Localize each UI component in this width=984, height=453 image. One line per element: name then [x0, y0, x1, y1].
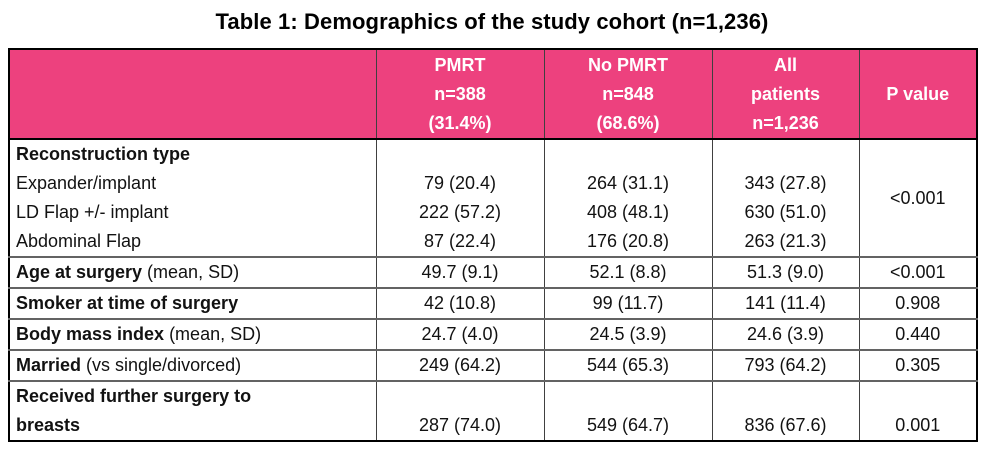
spacer: [377, 141, 543, 169]
cell-reconstruction-labels: Reconstruction type Expander/implant LD …: [8, 138, 377, 258]
value: 87 (22.4): [423, 231, 497, 251]
cell-p-value: 0.305: [858, 349, 978, 382]
cell-no-pmrt: 544 (65.3): [543, 349, 713, 382]
value: 222 (57.2): [418, 202, 502, 222]
col-header-line: No PMRT: [588, 54, 668, 75]
spacer: [545, 141, 711, 169]
cell-reconstruction-no-pmrt: 264 (31.1) 408 (48.1) 176 (20.8): [543, 138, 713, 258]
value: 287 (74.0): [418, 415, 502, 435]
header-row: PMRT n=388 (31.4%) No PMRT n=848 (68.6%)…: [8, 48, 978, 140]
cell-pmrt: 42 (10.8): [375, 287, 545, 320]
row-smoker: Smoker at time of surgery 42 (10.8) 99 (…: [8, 287, 978, 320]
col-header-p-value: P value: [858, 48, 978, 140]
cell-all: 836 (67.6): [711, 380, 860, 442]
demographics-table: PMRT n=388 (31.4%) No PMRT n=848 (68.6%)…: [8, 48, 978, 442]
cell-row-label: Married (vs single/divorced): [8, 349, 377, 382]
value: 79 (20.4): [423, 173, 497, 193]
row-label-bold: Age at surgery: [16, 262, 143, 282]
col-header-line: n=388: [434, 83, 486, 104]
col-header-pmrt: PMRT n=388 (31.4%): [375, 48, 545, 140]
value: 836 (67.6): [744, 415, 827, 435]
cell-p-value: 0.001: [858, 380, 978, 442]
row-label-bold: Body mass index: [16, 324, 165, 344]
value: 176 (20.8): [586, 231, 670, 251]
cell-no-pmrt: 24.5 (3.9): [543, 318, 713, 351]
row-label-line: breasts: [16, 415, 81, 435]
col-header-line: All: [773, 54, 797, 75]
value: 343 (27.8): [744, 173, 827, 193]
row-label-line: Received further surgery to: [16, 386, 252, 406]
col-header-line: n=1,236: [752, 112, 819, 133]
value: 549 (64.7): [586, 415, 670, 435]
col-header-line: n=848: [602, 83, 654, 104]
sub-label: LD Flap +/- implant: [16, 202, 169, 222]
row-label-rest: (vs single/divorced): [81, 355, 242, 375]
value: 630 (51.0): [744, 202, 827, 222]
row-married: Married (vs single/divorced) 249 (64.2) …: [8, 349, 978, 382]
col-header-line: P value: [886, 83, 950, 104]
cell-pmrt: 249 (64.2): [375, 349, 545, 382]
row-label-rest: (mean, SD): [142, 262, 240, 282]
value: 263 (21.3): [744, 231, 827, 251]
cell-no-pmrt: 52.1 (8.8): [543, 256, 713, 289]
row-label-bold: Married: [16, 355, 82, 375]
sub-label: Expander/implant: [16, 173, 157, 193]
section-label: Reconstruction type: [16, 144, 191, 164]
row-further-surgery: Received further surgery to breasts 287 …: [8, 380, 978, 442]
row-label-rest: (mean, SD): [164, 324, 262, 344]
cell-p-value: <0.001: [858, 256, 978, 289]
cell-row-label: Body mass index (mean, SD): [8, 318, 377, 351]
cell-reconstruction-pmrt: 79 (20.4) 222 (57.2) 87 (22.4): [375, 138, 545, 258]
cell-p-value: 0.908: [858, 287, 978, 320]
cell-row-label: Age at surgery (mean, SD): [8, 256, 377, 289]
cell-no-pmrt: 549 (64.7): [543, 380, 713, 442]
cell-p-value: 0.440: [858, 318, 978, 351]
cell-row-label: Smoker at time of surgery: [8, 287, 377, 320]
col-header-line: patients: [750, 83, 820, 104]
cell-reconstruction-p-value: <0.001: [858, 138, 978, 258]
value: 0.001: [895, 415, 941, 435]
row-label-bold: Smoker at time of surgery: [16, 293, 239, 313]
col-header-all-patients: All patients n=1,236: [711, 48, 860, 140]
cell-no-pmrt: 99 (11.7): [543, 287, 713, 320]
col-header-line: (31.4%): [428, 112, 492, 133]
cell-pmrt: 24.7 (4.0): [375, 318, 545, 351]
col-header-line: PMRT: [434, 54, 486, 75]
spacer: [713, 141, 858, 169]
col-header-line: (68.6%): [596, 112, 660, 133]
cell-all: 24.6 (3.9): [711, 318, 860, 351]
cell-row-label: Received further surgery to breasts: [8, 380, 377, 442]
cell-reconstruction-all: 343 (27.8) 630 (51.0) 263 (21.3): [711, 138, 860, 258]
cell-all: 793 (64.2): [711, 349, 860, 382]
cell-all: 141 (11.4): [711, 287, 860, 320]
table-title: Table 1: Demographics of the study cohor…: [215, 9, 769, 34]
row-reconstruction-type: Reconstruction type Expander/implant LD …: [8, 138, 978, 258]
cell-pmrt: 287 (74.0): [375, 380, 545, 442]
cell-pmrt: 49.7 (9.1): [375, 256, 545, 289]
cell-all: 51.3 (9.0): [711, 256, 860, 289]
row-body-mass-index: Body mass index (mean, SD) 24.7 (4.0) 24…: [8, 318, 978, 351]
col-header-empty: [8, 48, 377, 140]
sub-label: Abdominal Flap: [16, 231, 142, 251]
col-header-no-pmrt: No PMRT n=848 (68.6%): [543, 48, 713, 140]
row-age-at-surgery: Age at surgery (mean, SD) 49.7 (9.1) 52.…: [8, 256, 978, 289]
value: 408 (48.1): [586, 202, 670, 222]
value: 264 (31.1): [586, 173, 670, 193]
